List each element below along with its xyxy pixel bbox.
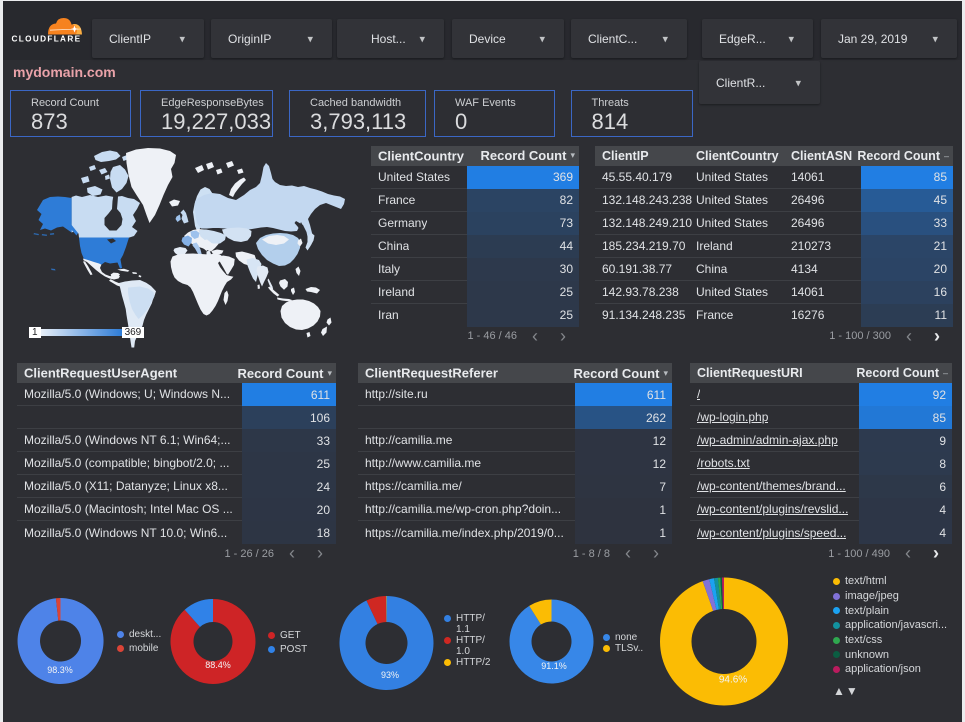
svg-text:CLOUDFLARE: CLOUDFLARE — [12, 35, 82, 44]
